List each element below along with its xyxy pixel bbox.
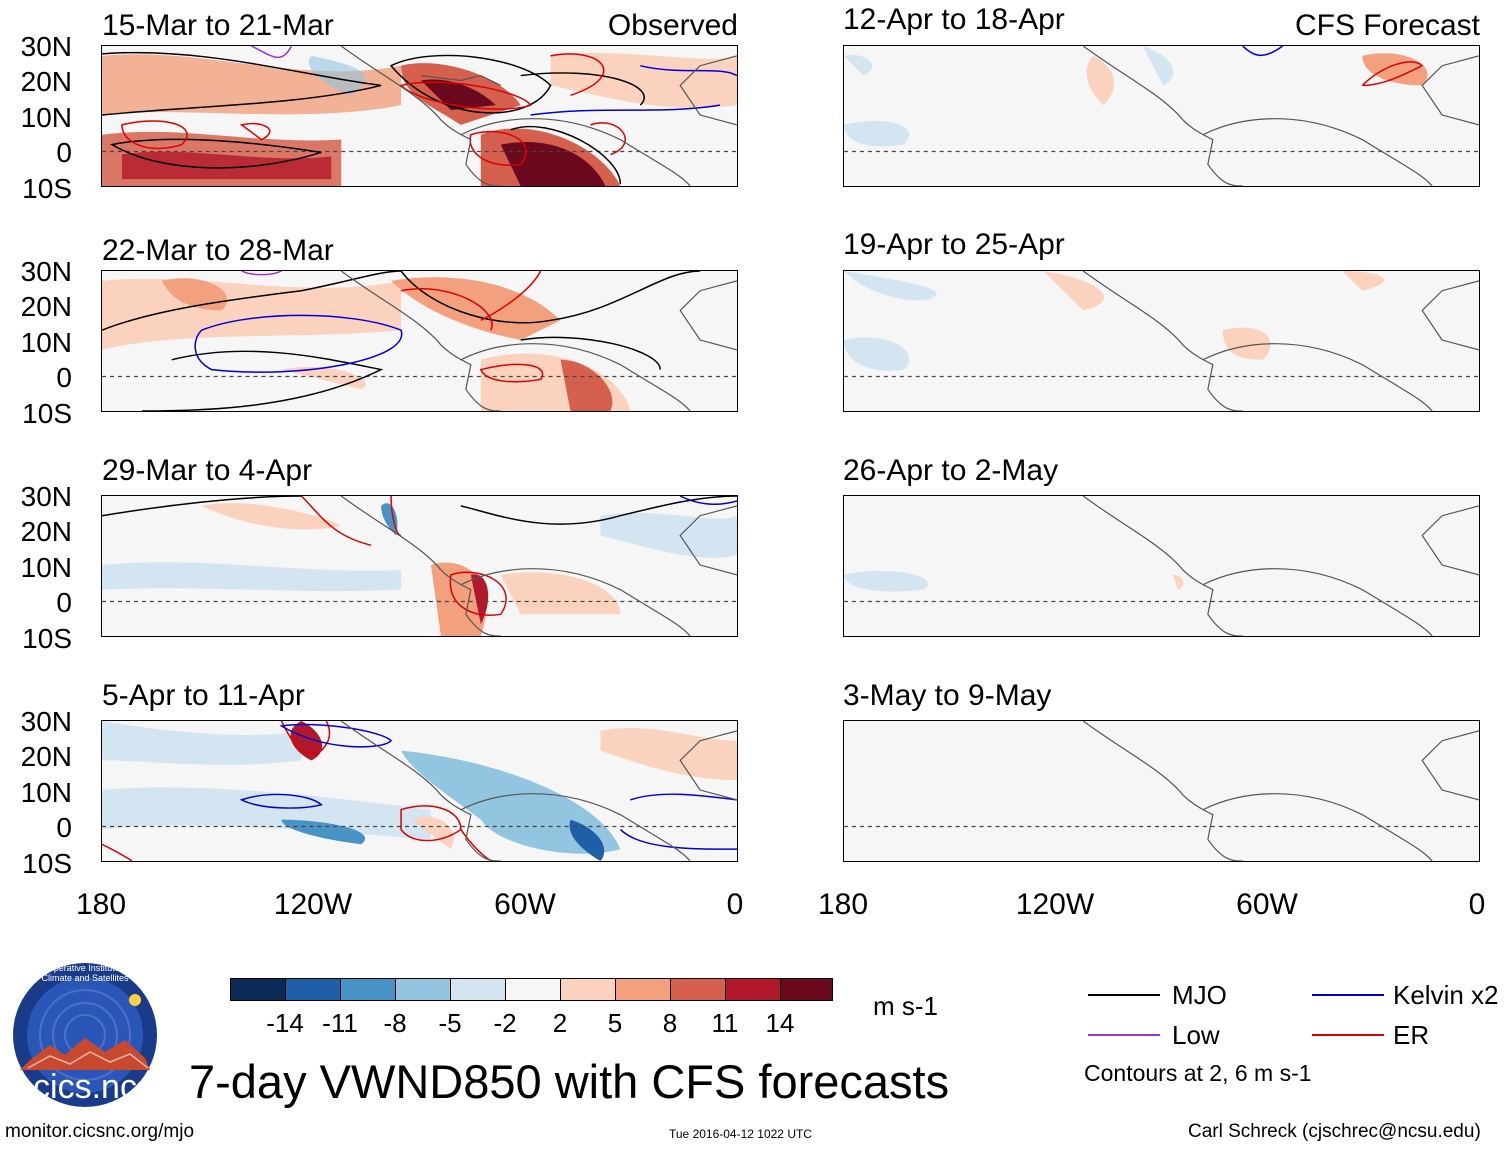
lon-label: 180 [75,888,127,921]
legend-line-low [1088,1034,1160,1036]
lat-label: 20N [20,291,72,322]
legend-line-mjo [1088,994,1160,996]
map-panel-observed-3 [101,495,738,637]
colorbar-label: 5 [607,1008,623,1038]
legend-label-low: Low [1172,1020,1220,1050]
panel-title-forecast-3: 26-Apr to 2-May [843,454,1059,487]
colorbar-label: -11 [322,1008,358,1038]
lon-label: 120W [1015,888,1095,921]
contour-note: Contours at 2, 6 m s-1 [1084,1060,1312,1086]
legend-label-mjo: MJO [1172,980,1227,1010]
panel-title-observed-4: 5-Apr to 11-Apr [102,679,305,712]
cfs-forecast-tag: CFS Forecast [1294,9,1480,42]
colorbar-label: 8 [662,1008,678,1038]
colorbar-swatch [780,978,833,1001]
footer-author: Carl Schreck (cjschrec@ncsu.edu) [1188,1121,1481,1142]
lat-label: 30N [20,31,72,62]
main-title: 7-day VWND850 with CFS forecasts [189,1055,950,1108]
lat-label: 10S [22,623,72,654]
colorbar-label: 14 [765,1008,795,1038]
map-panel-forecast-1 [843,45,1480,187]
lat-label: 20N [20,516,72,547]
map-panel-observed-2 [101,270,738,412]
lon-label: 120W [273,888,353,921]
panel-title-forecast-2: 19-Apr to 25-Apr [843,228,1065,261]
lon-label: 180 [817,888,869,921]
colorbar-units: m s-1 [873,991,938,1021]
lat-label: 10N [20,777,72,808]
lat-label: 30N [20,706,72,737]
colorbar-swatch [285,978,341,1001]
lat-label: 10N [20,552,72,583]
map-panel-observed-1 [101,45,738,187]
lat-label: 10N [20,327,72,358]
lat-label: 30N [20,481,72,512]
legend-line-kelvin [1312,994,1384,996]
lat-label: 10S [22,398,72,429]
colorbar-swatch [450,978,506,1001]
cics-nc-logo: Cooperative Institute for Climate and Sa… [10,960,160,1110]
lon-label: 0 [1468,888,1486,921]
lat-label: 0 [56,362,72,393]
colorbar-swatch [670,978,726,1001]
panel-title-forecast-1: 12-Apr to 18-Apr [843,3,1065,36]
lon-label: 60W [1236,888,1298,921]
observed-tag: Observed [607,9,738,42]
lat-label: 10S [22,848,72,879]
panel-title-observed-2: 22-Mar to 28-Mar [102,234,334,267]
lon-label: 0 [726,888,744,921]
lat-label: 20N [20,66,72,97]
colorbar-swatch [560,978,616,1001]
colorbar-swatch [395,978,451,1001]
map-panel-observed-4 [101,720,738,862]
footer-timestamp: Tue 2016-04-12 1022 UTC [669,1127,812,1141]
lat-label: 10N [20,102,72,133]
logo-text: cics.nc [33,1068,137,1106]
lon-label: 60W [494,888,556,921]
lat-label: 20N [20,741,72,772]
legend-label-er: ER [1393,1020,1430,1050]
lat-label: 10S [22,173,72,204]
colorbar-label: -14 [266,1008,304,1038]
map-panel-forecast-4 [843,720,1480,862]
colorbar-swatch [615,978,671,1001]
lat-label: 0 [56,587,72,618]
colorbar-label: 2 [552,1008,568,1038]
lat-label: 30N [20,256,72,287]
colorbar-swatch [725,978,781,1001]
logo-ring-text: Cooperative Institute for Climate and Sa… [37,963,133,983]
colorbar-swatch [505,978,561,1001]
colorbar-label: -8 [383,1008,407,1038]
legend-line-er [1312,1034,1384,1036]
panel-title-observed-1: 15-Mar to 21-Mar [102,9,334,42]
legend-label-kelvin: Kelvin x2 [1393,980,1499,1010]
colorbar-label: -2 [493,1008,517,1038]
panel-title-forecast-4: 3-May to 9-May [843,679,1052,712]
colorbar-swatch [230,978,286,1001]
colorbar-label: 11 [711,1008,739,1038]
colorbar-label: -5 [438,1008,462,1038]
colorbar-swatch [340,978,396,1001]
footer-url[interactable]: monitor.cicsnc.org/mjo [5,1121,195,1142]
map-panel-forecast-2 [843,270,1480,412]
map-panel-forecast-3 [843,495,1480,637]
lat-label: 0 [56,137,72,168]
panel-title-observed-3: 29-Mar to 4-Apr [102,454,313,487]
lat-label: 0 [56,812,72,843]
